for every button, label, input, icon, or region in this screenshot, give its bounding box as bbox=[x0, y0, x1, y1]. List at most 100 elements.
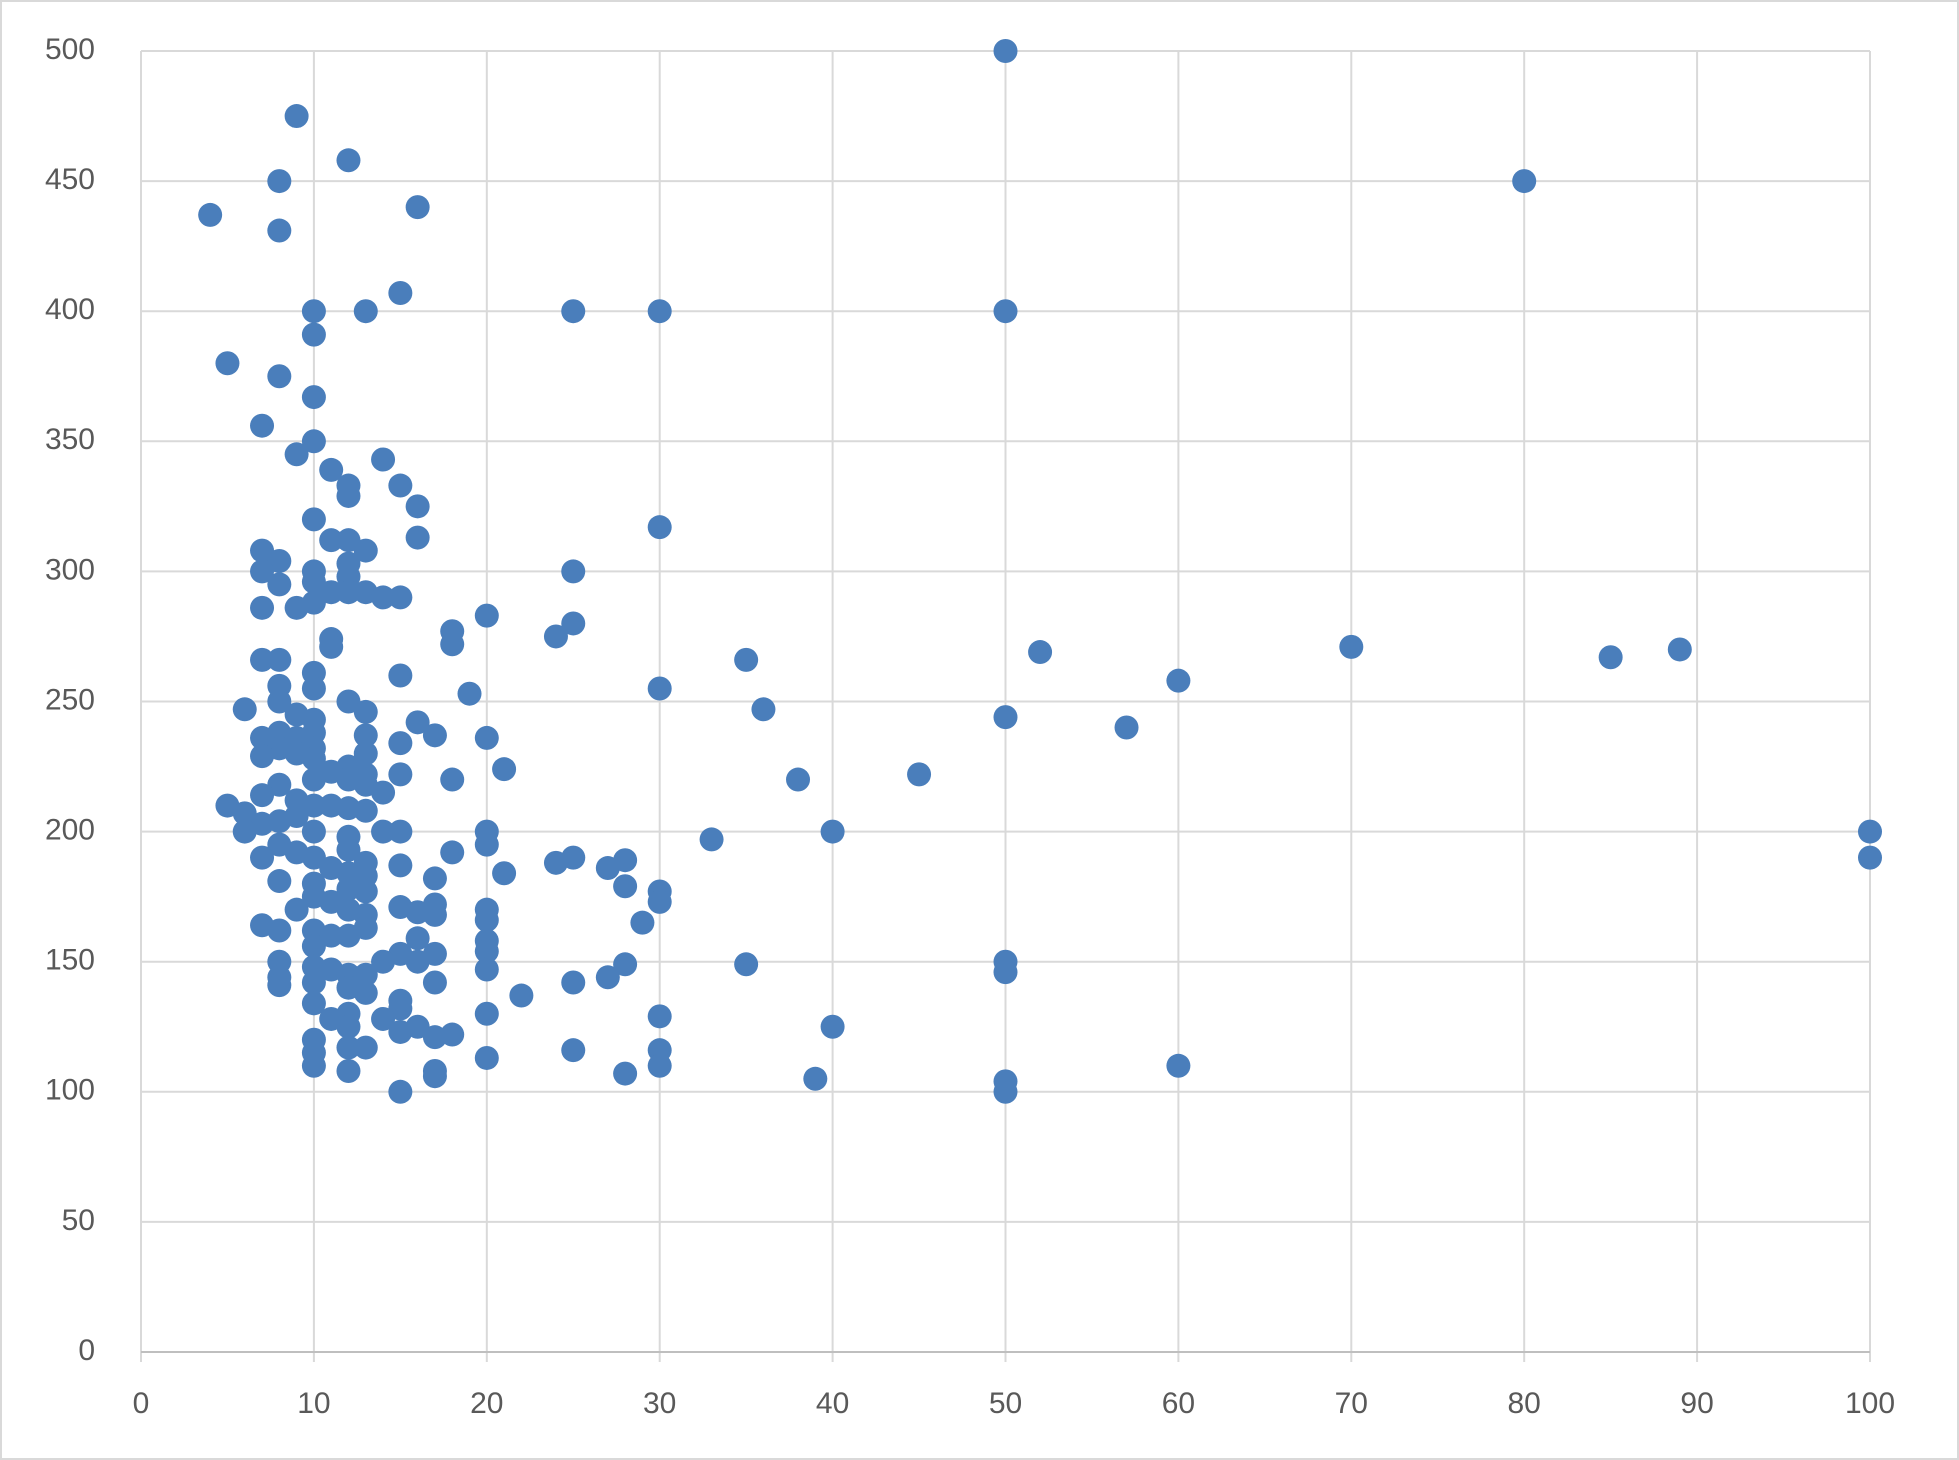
point bbox=[388, 585, 413, 610]
y-tick-label: 250 bbox=[45, 683, 95, 716]
point bbox=[301, 385, 326, 410]
point bbox=[543, 624, 568, 649]
x-tick-label: 70 bbox=[1335, 1387, 1368, 1420]
point bbox=[734, 952, 759, 977]
point bbox=[267, 218, 292, 243]
point bbox=[907, 762, 932, 787]
point bbox=[267, 364, 292, 389]
point bbox=[699, 827, 724, 852]
point bbox=[319, 457, 344, 482]
x-tick-label: 0 bbox=[133, 1387, 150, 1420]
point bbox=[561, 299, 586, 324]
point bbox=[613, 1061, 638, 1086]
point bbox=[353, 962, 378, 987]
point bbox=[820, 819, 845, 844]
x-tick-label: 90 bbox=[1680, 1387, 1713, 1420]
point bbox=[561, 1038, 586, 1063]
point bbox=[388, 819, 413, 844]
point bbox=[993, 1079, 1018, 1104]
point bbox=[388, 663, 413, 688]
point bbox=[457, 681, 482, 706]
x-tick-label: 60 bbox=[1162, 1387, 1195, 1420]
point bbox=[388, 1079, 413, 1104]
point bbox=[301, 1053, 326, 1078]
point bbox=[267, 548, 292, 573]
x-tick-label: 50 bbox=[989, 1387, 1022, 1420]
point bbox=[440, 632, 465, 657]
point bbox=[647, 889, 672, 914]
point bbox=[301, 299, 326, 324]
point bbox=[250, 744, 275, 769]
point bbox=[1114, 715, 1139, 740]
point bbox=[474, 1001, 499, 1026]
point bbox=[595, 856, 620, 881]
point bbox=[336, 1014, 361, 1039]
point bbox=[301, 322, 326, 347]
point bbox=[388, 762, 413, 787]
point bbox=[993, 960, 1018, 985]
point bbox=[353, 538, 378, 563]
point bbox=[284, 840, 309, 865]
point bbox=[405, 949, 430, 974]
point bbox=[440, 840, 465, 865]
point bbox=[422, 970, 447, 995]
point bbox=[301, 746, 326, 771]
point bbox=[250, 538, 275, 563]
point bbox=[301, 970, 326, 995]
point bbox=[422, 723, 447, 748]
y-tick-label: 450 bbox=[45, 163, 95, 196]
point bbox=[336, 923, 361, 948]
point bbox=[1512, 169, 1537, 194]
point bbox=[353, 699, 378, 724]
point bbox=[215, 351, 240, 376]
point bbox=[353, 798, 378, 823]
x-tick-label: 40 bbox=[816, 1387, 849, 1420]
point bbox=[422, 1058, 447, 1083]
point bbox=[647, 676, 672, 701]
y-tick-label: 350 bbox=[45, 423, 95, 456]
point bbox=[405, 710, 430, 735]
point bbox=[630, 910, 655, 935]
point bbox=[1166, 1053, 1191, 1078]
point bbox=[474, 908, 499, 933]
point bbox=[336, 483, 361, 508]
point bbox=[353, 741, 378, 766]
point bbox=[1598, 645, 1623, 670]
point bbox=[301, 590, 326, 615]
point bbox=[1339, 634, 1364, 659]
point bbox=[336, 1058, 361, 1083]
point bbox=[561, 970, 586, 995]
point bbox=[1858, 845, 1882, 870]
point bbox=[319, 580, 344, 605]
point bbox=[250, 845, 275, 870]
point bbox=[440, 767, 465, 792]
point bbox=[319, 923, 344, 948]
point bbox=[474, 939, 499, 964]
point bbox=[250, 783, 275, 808]
point bbox=[388, 731, 413, 756]
point bbox=[336, 148, 361, 173]
point bbox=[336, 580, 361, 605]
point bbox=[492, 757, 517, 782]
point bbox=[301, 767, 326, 792]
point bbox=[405, 525, 430, 550]
point bbox=[388, 1019, 413, 1044]
point bbox=[751, 697, 776, 722]
point bbox=[647, 515, 672, 540]
point bbox=[561, 559, 586, 584]
point bbox=[371, 780, 396, 805]
point bbox=[440, 1022, 465, 1047]
point bbox=[284, 897, 309, 922]
point bbox=[232, 697, 257, 722]
point bbox=[561, 611, 586, 636]
point bbox=[1028, 640, 1053, 665]
point bbox=[647, 299, 672, 324]
point bbox=[353, 299, 378, 324]
point bbox=[595, 965, 620, 990]
point bbox=[267, 647, 292, 672]
y-tick-label: 100 bbox=[45, 1074, 95, 1107]
point bbox=[250, 647, 275, 672]
point bbox=[820, 1014, 845, 1039]
point bbox=[319, 634, 344, 659]
